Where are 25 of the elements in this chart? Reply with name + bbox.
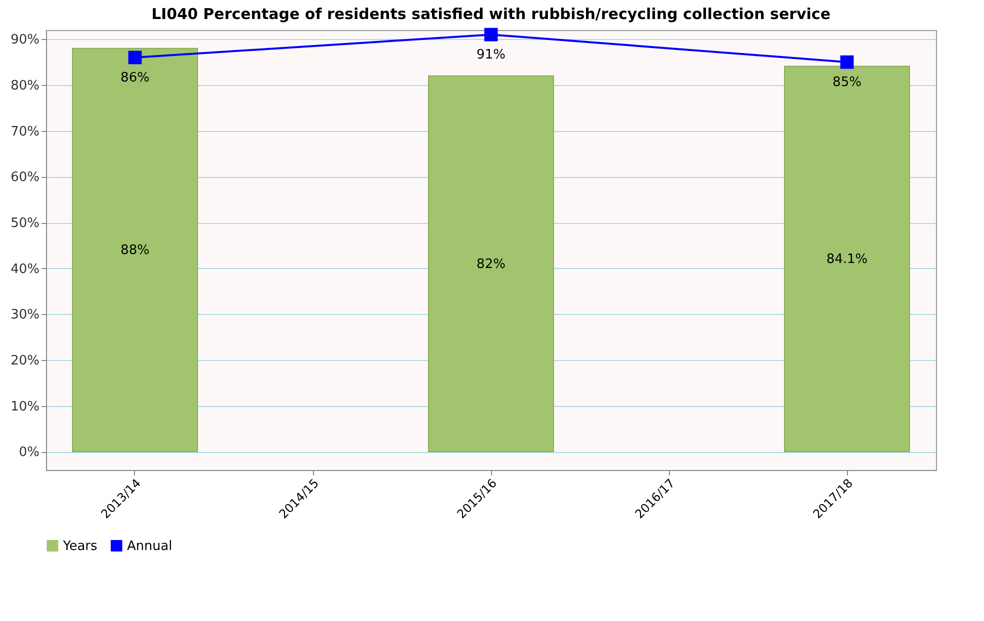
y-tick-label: 70% (10, 124, 40, 140)
legend-label: Annual (127, 538, 172, 554)
bar (428, 75, 554, 452)
data-label: 88% (120, 243, 150, 258)
y-tick-label: 20% (10, 354, 40, 368)
y-tick-label: 30% (10, 308, 40, 323)
y-tick-label: 40% (10, 262, 40, 277)
point (484, 28, 498, 42)
y-tick-label: 0% (18, 445, 40, 460)
y-tick-label: 50% (10, 216, 40, 231)
y-tick-label: 10% (10, 399, 40, 414)
y-tick-label: 80% (10, 78, 40, 94)
point (128, 50, 142, 64)
legend-label: Years (62, 538, 98, 554)
data-label: 82% (476, 256, 506, 272)
chart-title: LI040 Percentage of residents satisfied with rubbish/recycling collection service (152, 4, 830, 23)
data-label: 91% (476, 48, 506, 63)
bar (784, 66, 910, 452)
data-label: 85% (832, 75, 862, 90)
bar (72, 48, 198, 452)
y-tick-label: 60% (10, 170, 40, 186)
data-label: 86% (120, 70, 150, 86)
point (840, 55, 854, 69)
y-tick-label: 90% (10, 32, 40, 48)
data-label: 84.1% (826, 252, 868, 267)
